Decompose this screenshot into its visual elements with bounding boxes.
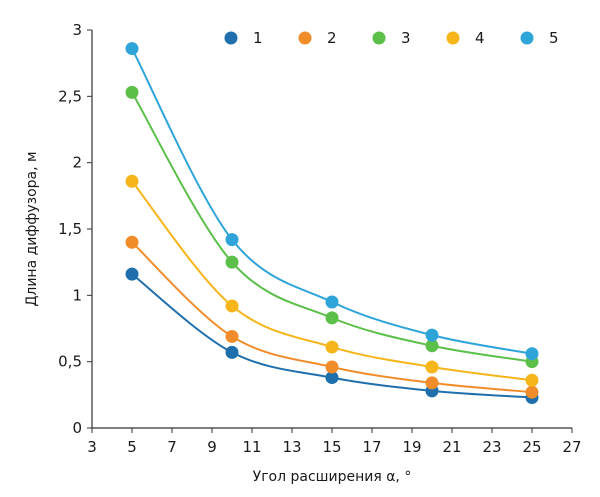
x-tick-label: 11	[242, 438, 261, 456]
y-tick-label: 2,5	[58, 87, 82, 105]
series-3-line	[131, 91, 533, 363]
x-tick-label: 5	[127, 438, 137, 456]
legend-marker-4	[446, 31, 460, 45]
x-tick-label: 15	[322, 438, 341, 456]
x-tick-label: 25	[522, 438, 541, 456]
series-2-point	[325, 360, 339, 374]
series-3-point	[325, 311, 339, 325]
legend-marker-2	[298, 31, 312, 45]
legend-label-1: 1	[253, 29, 263, 47]
y-tick-label: 3	[72, 21, 82, 39]
y-tick-label: 0	[72, 419, 82, 437]
y-tick-label: 0,5	[58, 353, 82, 371]
legend-label-5: 5	[549, 29, 559, 47]
y-tick-label: 1,5	[58, 220, 82, 238]
series-2-point	[125, 235, 139, 249]
series-5-line	[131, 48, 533, 355]
legend-marker-3	[372, 31, 386, 45]
x-tick-label: 17	[362, 438, 381, 456]
series-2-point	[225, 329, 239, 343]
y-tick-label: 2	[72, 154, 82, 172]
legend-marker-1	[224, 31, 238, 45]
x-tick-label: 13	[282, 438, 301, 456]
legend-label-4: 4	[475, 29, 485, 47]
x-tick-label: 3	[87, 438, 97, 456]
series-3-point	[125, 85, 139, 99]
series-3-point	[225, 255, 239, 269]
x-tick-label: 7	[167, 438, 177, 456]
series-2-point	[425, 376, 439, 390]
series-1-point	[225, 345, 239, 359]
y-axis-title: Длина диффузора, м	[24, 151, 40, 306]
x-tick-label: 21	[442, 438, 461, 456]
series-1-point	[325, 371, 339, 385]
legend-marker-5	[520, 31, 534, 45]
series-5-point	[325, 295, 339, 309]
series-5-point	[125, 42, 139, 56]
y-tick-label: 1	[72, 286, 82, 304]
series-5-point	[225, 233, 239, 247]
series-4-point	[325, 340, 339, 354]
series-4-point	[225, 299, 239, 313]
series-4-point	[425, 360, 439, 374]
series-4-point	[525, 373, 539, 387]
legend-label-2: 2	[327, 29, 337, 47]
x-tick-label: 9	[207, 438, 217, 456]
series-5-point	[525, 347, 539, 361]
series-3-point	[425, 339, 439, 353]
x-tick-label: 19	[402, 438, 421, 456]
series-points	[125, 42, 539, 404]
x-tick-label: 23	[482, 438, 501, 456]
legend: 1 2 3 4 5	[224, 29, 559, 47]
x-tick-label: 27	[562, 438, 581, 456]
x-axis-title: Угол расширения α, °	[253, 469, 412, 485]
series-2-point	[525, 385, 539, 399]
series-4-point	[125, 174, 139, 188]
series-1-point	[125, 267, 139, 281]
legend-label-3: 3	[401, 29, 411, 47]
series-5-point	[425, 328, 439, 342]
